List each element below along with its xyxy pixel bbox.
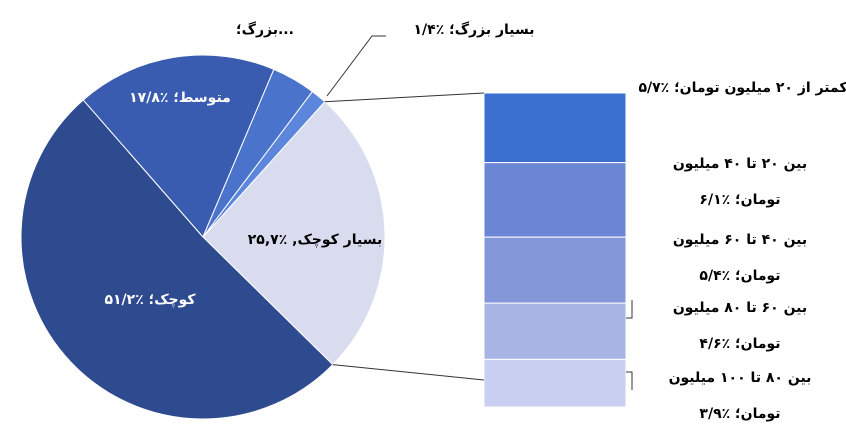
label-category: بسیار کوچک, [292, 232, 383, 248]
pie-slice [20, 99, 334, 420]
leader-line [626, 300, 633, 319]
data-label: بین ۶۰ تا ۸۰ میلیون تومان؛ ٪۴/۶ [660, 290, 820, 362]
label-category: بین ۸۰ تا ۱۰۰ میلیون تومان؛ [668, 370, 812, 422]
label-value: ٪۵۱/۲ [104, 292, 144, 308]
data-label: بین ۲۰ تا ۴۰ میلیون تومان؛ ٪۶/۱ [660, 146, 820, 218]
label-value: ٪۵/۴ [699, 268, 731, 284]
label-category: کوچک؛ [148, 292, 196, 308]
label-category: بسیار بزرگ؛ [449, 22, 535, 38]
label-value: ٪۵/۷ [638, 80, 670, 96]
label-value: ٪۶/۱ [699, 192, 731, 208]
label-value: ٪۱۷/۸ [129, 90, 169, 106]
label-category: ...بزرگ؛ [236, 22, 294, 38]
label-category: بین ۶۰ تا ۸۰ میلیون تومان؛ [672, 300, 808, 352]
label-value: ٪۲۵,۷ [247, 232, 288, 248]
bar-segment [483, 358, 627, 408]
pie-slice [202, 90, 326, 238]
label-category: متوسط؛ [173, 90, 231, 106]
data-label: بسیار بزرگ؛ ٪۱/۴ [384, 12, 564, 48]
leader-line [326, 35, 386, 97]
data-label: متوسط؛ ٪۱۷/۸ [100, 80, 260, 116]
label-value: ٪۳/۹ [699, 406, 731, 422]
bar-segment [483, 162, 627, 238]
data-label: ...بزرگ؛ [220, 12, 310, 48]
pie-slice [82, 54, 275, 238]
bar-segment [483, 302, 627, 360]
connector [324, 92, 485, 103]
bar-segment [483, 92, 627, 164]
label-value: ٪۱/۴ [413, 22, 445, 38]
data-label: کمتر از ۲۰ میلیون تومان؛ ٪۵/۷ [638, 70, 846, 106]
leader-line [626, 371, 633, 390]
connector [332, 364, 485, 381]
label-category: بین ۴۰ تا ۶۰ میلیون تومان؛ [672, 232, 808, 284]
label-value: ٪۴/۶ [699, 336, 731, 352]
data-label: بین ۴۰ تا ۶۰ میلیون تومان؛ ٪۵/۴ [660, 222, 820, 294]
data-label: بین ۸۰ تا ۱۰۰ میلیون تومان؛ ٪۳/۹ [660, 360, 820, 432]
data-label: کوچک؛ ٪۵۱/۲ [70, 282, 230, 318]
data-label: بسیار کوچک, ٪۲۵,۷ [230, 222, 400, 258]
bar-segment [483, 236, 627, 304]
label-category: کمتر از ۲۰ میلیون تومان؛ [674, 80, 846, 96]
pie-slice [202, 101, 386, 366]
label-category: بین ۲۰ تا ۴۰ میلیون تومان؛ [672, 156, 808, 208]
